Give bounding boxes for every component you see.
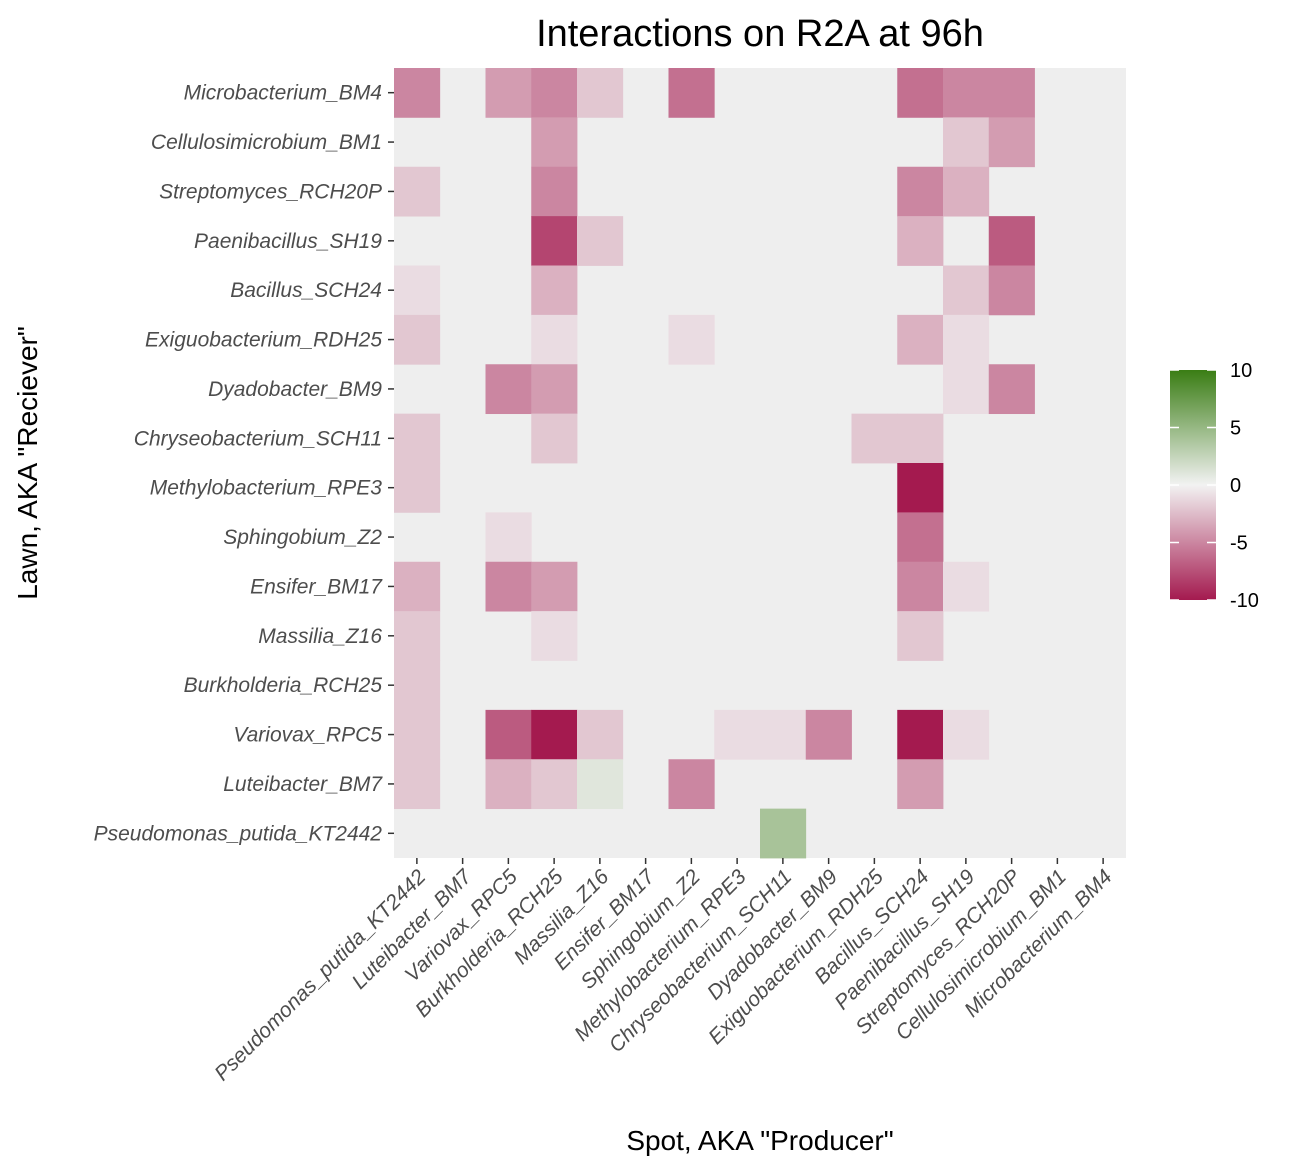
y-tick-label: Massilia_Z16 — [258, 625, 382, 648]
y-tick-label: Microbacterium_BM4 — [184, 82, 382, 105]
y-tick-label: Streptomyces_RCH20P — [159, 180, 382, 203]
heatmap-cell — [943, 314, 990, 365]
heatmap-cell — [577, 709, 624, 760]
heatmap-cell — [897, 68, 944, 118]
y-tick-label: Exiguobacterium_RDH25 — [145, 329, 382, 352]
y-tick-label: Paenibacillus_SH19 — [194, 230, 382, 253]
y-tick-label: Methylobacterium_RPE3 — [150, 477, 383, 500]
heatmap-cell — [394, 561, 441, 612]
heatmap-cell — [897, 512, 944, 563]
x-axis: Pseudomonas_putida_KT2442Luteibacter_BM7… — [210, 858, 1117, 1085]
y-tick-label: Ensifer_BM17 — [250, 575, 383, 598]
heatmap-cell — [531, 117, 578, 168]
y-tick-label: Chryseobacterium_SCH11 — [134, 427, 382, 450]
heatmap-cell — [668, 314, 715, 365]
heatmap-cells — [394, 68, 1035, 859]
heatmap-cell — [668, 759, 715, 810]
heatmap-cell — [485, 68, 532, 118]
heatmap-cell — [668, 68, 715, 118]
heatmap-cell — [943, 364, 990, 415]
heatmap-cell — [897, 463, 944, 513]
legend-label: 10 — [1230, 360, 1252, 382]
heatmap-cell — [897, 216, 944, 266]
heatmap-cell — [394, 166, 441, 217]
heatmap-cell — [988, 265, 1035, 316]
heatmap-cell — [988, 117, 1035, 168]
heatmap-cell — [714, 709, 761, 760]
heatmap-cell — [531, 611, 578, 661]
legend-label: -5 — [1230, 533, 1248, 555]
heatmap-cell — [394, 413, 441, 464]
y-tick-label: Dyadobacter_BM9 — [208, 378, 382, 401]
heatmap-cell — [943, 265, 990, 316]
heatmap-cell — [760, 808, 807, 859]
heatmap-cell — [943, 166, 990, 217]
heatmap-cell — [394, 314, 441, 365]
y-tick-label: Luteibacter_BM7 — [223, 773, 383, 796]
heatmap-cell — [531, 561, 578, 612]
heatmap-cell — [531, 265, 578, 316]
heatmap-cell — [485, 709, 532, 760]
heatmap-cell — [485, 364, 532, 415]
y-tick-label: Pseudomonas_putida_KT2442 — [94, 822, 383, 845]
heatmap-cell — [577, 68, 624, 118]
heatmap-cell — [943, 68, 990, 118]
heatmap-cell — [531, 413, 578, 464]
heatmap-cell — [394, 68, 441, 118]
heatmap-cell — [485, 759, 532, 810]
heatmap-cell — [851, 413, 898, 464]
heatmap-cell — [531, 68, 578, 118]
heatmap-cell — [577, 759, 624, 810]
heatmap-cell — [897, 314, 944, 365]
heatmap-cell — [805, 709, 852, 760]
y-axis: Microbacterium_BM4 Cellulosimicrobium_BM1… — [94, 82, 394, 845]
heatmap-cell — [531, 759, 578, 810]
y-axis-title: Lawn, AKA "Reciever" — [12, 326, 43, 600]
heatmap-cell — [988, 364, 1035, 415]
heatmap-cell — [531, 709, 578, 760]
heatmap-cell — [897, 166, 944, 217]
legend-label: -10 — [1230, 590, 1259, 612]
heatmap-cell — [577, 216, 624, 266]
y-tick-label: Cellulosimicrobium_BM1 — [151, 131, 382, 154]
heatmap-cell — [394, 759, 441, 810]
x-axis-title: Spot, AKA "Producer" — [626, 1125, 893, 1156]
heatmap-cell — [531, 216, 578, 266]
heatmap-cell — [394, 611, 441, 661]
heatmap-cell — [988, 68, 1035, 118]
heatmap-cell — [485, 512, 532, 563]
heatmap-cell — [943, 709, 990, 760]
y-tick-label: Variovax_RPC5 — [233, 724, 382, 747]
heatmap-cell — [897, 413, 944, 464]
x-tick-label: Pseudomonas_putida_KT2442 — [210, 865, 430, 1085]
heatmap-cell — [531, 314, 578, 365]
heatmap-cell — [531, 364, 578, 415]
chart-title: Interactions on R2A at 96h — [536, 13, 984, 55]
heatmap-cell — [897, 709, 944, 760]
legend-label: 5 — [1230, 418, 1241, 440]
y-tick-label: Bacillus_SCH24 — [230, 279, 382, 302]
heatmap-cell — [394, 709, 441, 760]
heatmap-cell — [760, 709, 807, 760]
heatmap-cell — [394, 660, 441, 711]
heatmap-cell — [394, 463, 441, 513]
heatmap-cell — [988, 216, 1035, 266]
heatmap-cell — [897, 611, 944, 661]
heatmap-cell — [943, 117, 990, 168]
y-tick-label: Sphingobium_Z2 — [223, 526, 382, 549]
legend-label: 0 — [1230, 475, 1241, 497]
heatmap-cell — [531, 166, 578, 217]
heatmap-cell — [485, 561, 532, 612]
y-tick-label: Burkholderia_RCH25 — [184, 674, 383, 697]
color-legend: 10 5 0 -5 -10 — [1170, 360, 1259, 612]
heatmap-cell — [394, 265, 441, 316]
heatmap-cell — [897, 561, 944, 612]
heatmap-cell — [897, 759, 944, 810]
heatmap-cell — [943, 561, 990, 612]
